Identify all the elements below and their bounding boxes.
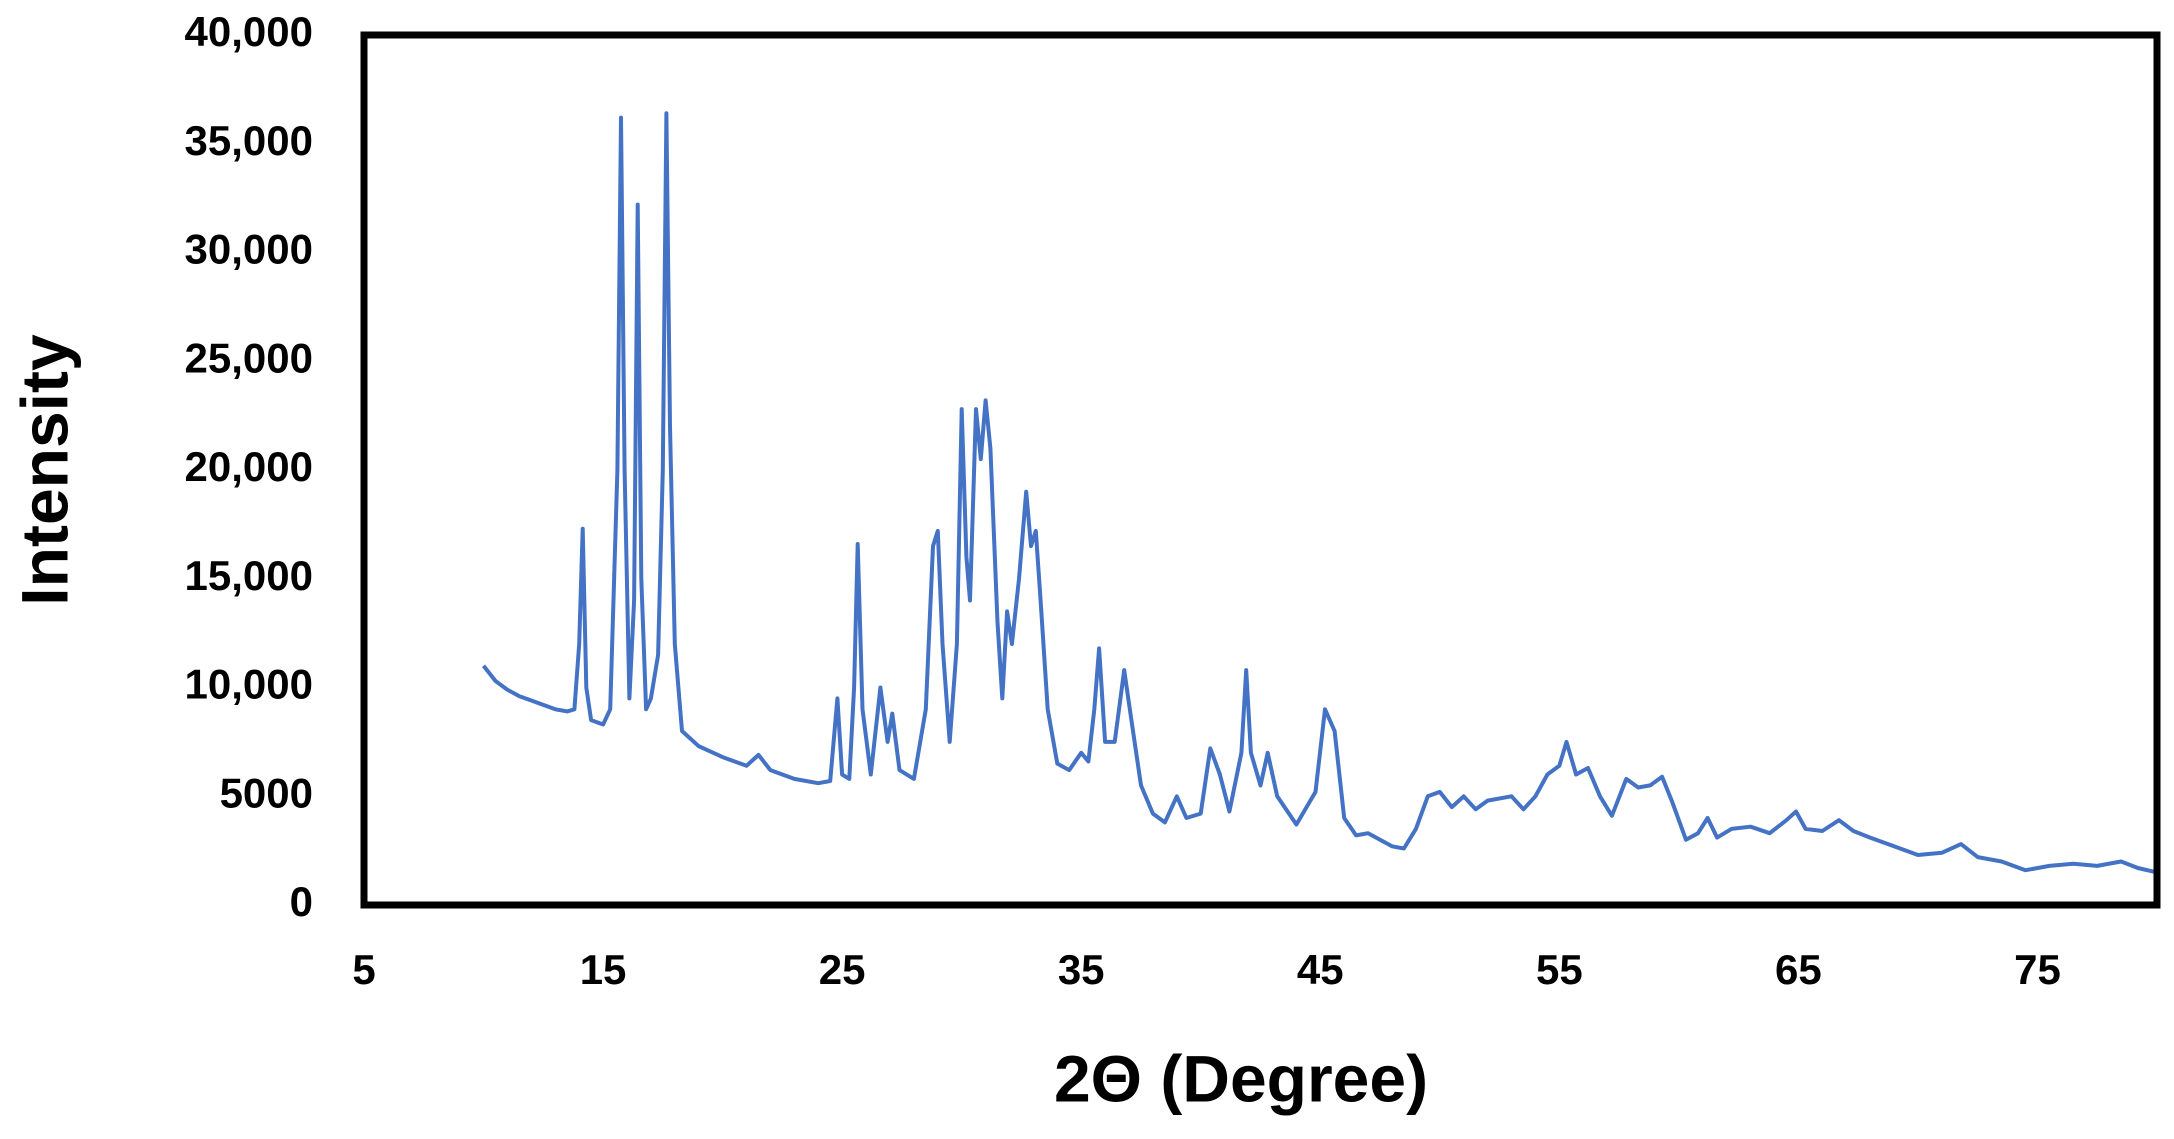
plot-frame [360, 31, 2161, 909]
x-tick-label: 65 [1775, 946, 1822, 993]
x-axis-title: 2Θ (Degree) [1054, 1041, 1428, 1115]
x-tick-label: 15 [580, 946, 627, 993]
x-tick-label: 75 [2014, 946, 2061, 993]
y-axis-title: Intensity [7, 334, 81, 606]
data-line [481, 111, 2158, 875]
y-tick-label: 25,000 [185, 334, 313, 381]
x-tick-label: 45 [1297, 946, 1344, 993]
x-tick-label: 55 [1536, 946, 1583, 993]
y-tick-label: 0 [290, 878, 313, 925]
x-tick-label: 5 [352, 946, 375, 993]
x-tick-label: 25 [819, 946, 866, 993]
y-tick-label: 40,000 [185, 8, 313, 55]
y-tick-label: 10,000 [185, 661, 313, 708]
y-tick-label: 20,000 [185, 443, 313, 490]
y-tick-label: 15,000 [185, 552, 313, 599]
x-tick-label: 35 [1058, 946, 1105, 993]
y-tick-label: 30,000 [185, 226, 313, 273]
y-tick-label: 5000 [220, 769, 313, 816]
y-tick-label: 35,000 [185, 117, 313, 164]
